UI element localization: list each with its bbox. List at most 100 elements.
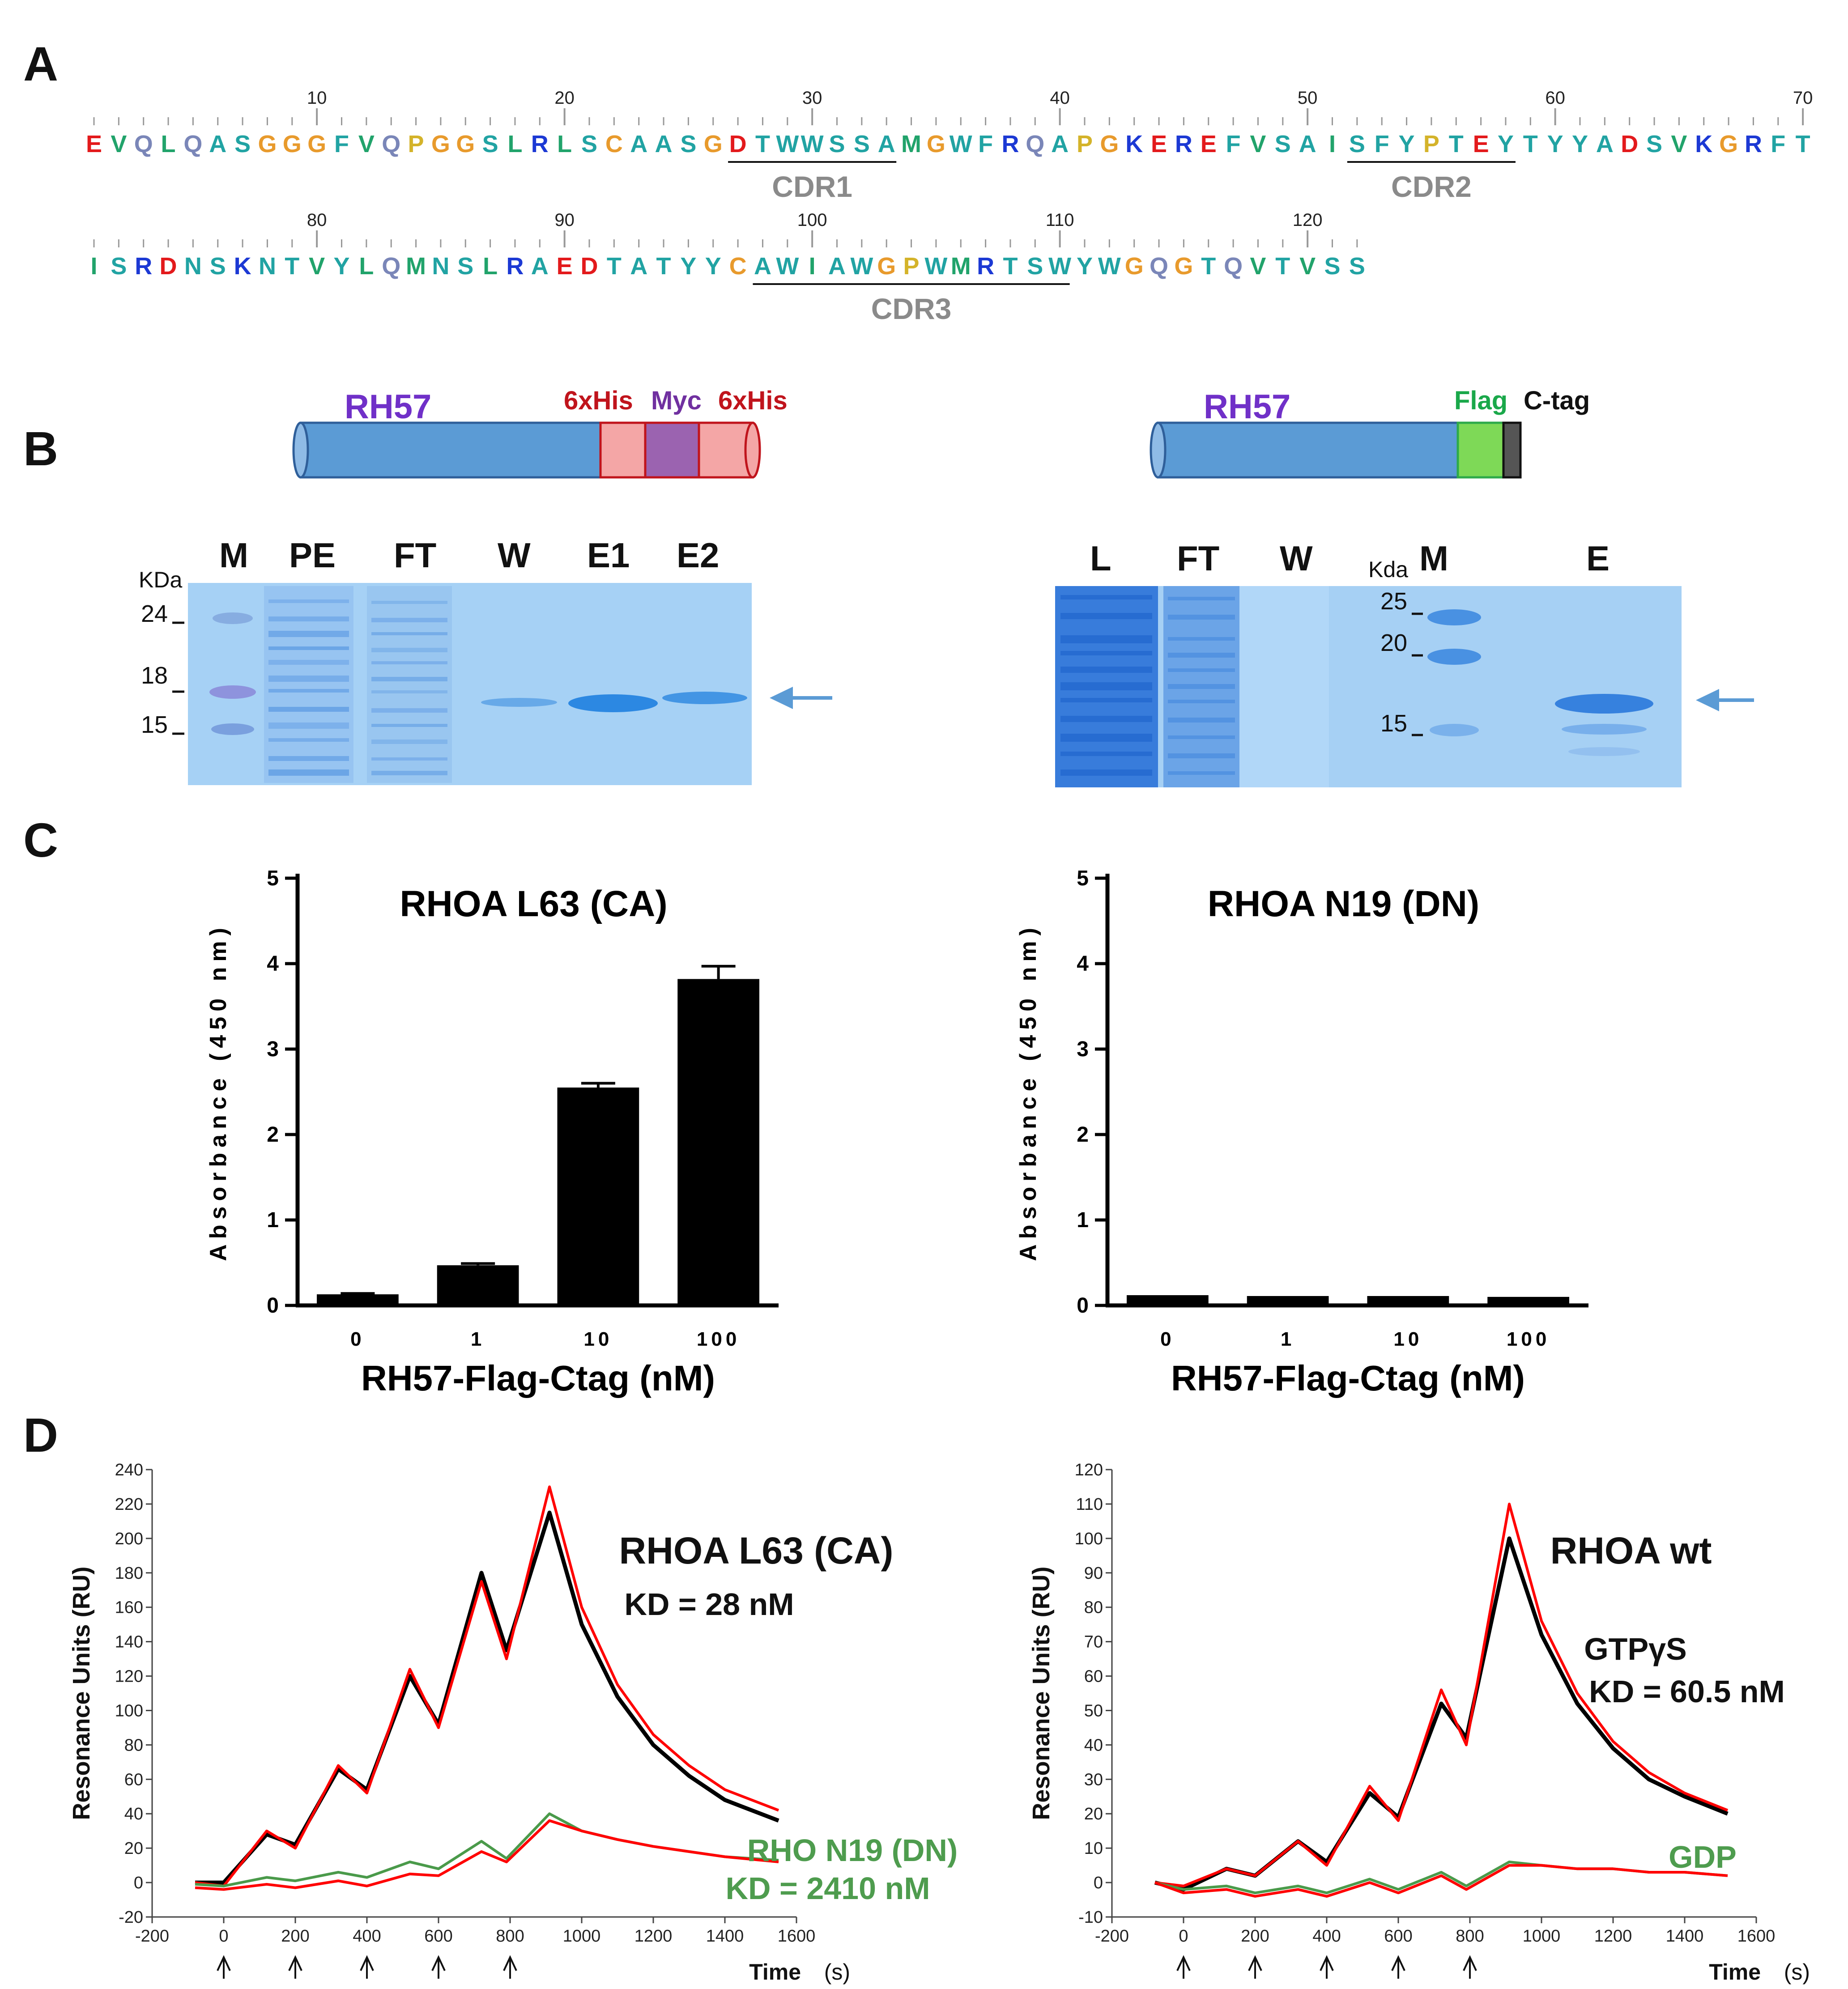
gel-band xyxy=(1060,716,1152,722)
gel-band xyxy=(371,661,447,664)
gel-band xyxy=(268,769,349,776)
gel-band xyxy=(1168,615,1235,620)
gel-band xyxy=(1430,724,1479,736)
series-line-1 xyxy=(1154,1502,1729,1887)
residue: M xyxy=(406,253,426,280)
gel-band xyxy=(1168,771,1235,775)
residue: S xyxy=(1275,131,1291,157)
residue: V xyxy=(111,131,127,157)
series-line-2 xyxy=(195,1812,779,1887)
residue: A xyxy=(828,253,846,280)
gel-band xyxy=(371,648,447,652)
x-axis-label: RH57-Flag-Ctag (nM) xyxy=(1171,1358,1525,1398)
gel-unit-label: Kda xyxy=(1368,557,1408,582)
residue: G xyxy=(456,131,475,157)
residue: N xyxy=(259,253,276,280)
ruler-label: 30 xyxy=(802,88,822,108)
residue: Q xyxy=(1026,131,1044,157)
residue: L xyxy=(483,253,498,280)
bar xyxy=(1487,1296,1569,1305)
residue: T xyxy=(607,253,622,280)
residue: R xyxy=(1745,131,1762,157)
residue: C xyxy=(605,131,623,157)
residue: P xyxy=(1077,131,1093,157)
residue: G xyxy=(1100,131,1119,157)
residue: S xyxy=(1646,131,1662,157)
x-tick-label: 10 xyxy=(1393,1328,1422,1350)
residue: E xyxy=(1473,131,1489,157)
x-tick-label: -200 xyxy=(135,1927,169,1946)
lane-label: M xyxy=(219,536,248,575)
residue: T xyxy=(1796,131,1810,157)
myc-tag xyxy=(644,421,700,479)
residue: A xyxy=(630,253,647,280)
construct-flag-ctag: RH57 Flag C-tag xyxy=(1150,386,1590,479)
lane-label: W xyxy=(1280,539,1313,578)
residue: S xyxy=(1324,253,1340,280)
residue: P xyxy=(903,253,920,280)
residue: T xyxy=(656,253,671,280)
y-tick-label: 240 xyxy=(115,1461,143,1479)
gel-band xyxy=(371,632,447,635)
residue: C xyxy=(729,253,747,280)
residue: Q xyxy=(134,131,153,157)
residue: F xyxy=(1226,131,1241,157)
residue: R xyxy=(531,131,549,157)
residue: F xyxy=(1375,131,1389,157)
residue: Q xyxy=(382,253,400,280)
x-tick-label: 800 xyxy=(496,1927,524,1946)
gel-band xyxy=(1562,724,1647,735)
residue: G xyxy=(307,131,326,157)
tag-label-myc: Myc xyxy=(651,386,702,415)
gel-unit-label: KDa xyxy=(139,567,182,592)
y-tick-label: 0 xyxy=(1077,1294,1089,1318)
x-tick-label: 400 xyxy=(353,1927,381,1946)
lane-label: M xyxy=(1419,539,1448,578)
residue: K xyxy=(1125,131,1143,157)
x-tick-label: 400 xyxy=(1312,1927,1341,1946)
x-tick-label: 1000 xyxy=(563,1927,601,1946)
residue: T xyxy=(755,131,770,157)
x-axis-unit: (s) xyxy=(824,1959,850,1985)
gel-band xyxy=(1168,668,1235,672)
rh57-domain xyxy=(299,421,602,479)
residue: T xyxy=(1201,253,1216,280)
gel-band xyxy=(1168,700,1235,703)
y-axis-label: Resonance Units (RU) xyxy=(1028,1566,1055,1820)
residue: A xyxy=(630,131,647,157)
series-line-1 xyxy=(195,1485,779,1887)
gel-band xyxy=(268,660,349,665)
residue: Q xyxy=(183,131,202,157)
residue: E xyxy=(1151,131,1167,157)
x-tick-label: 0 xyxy=(219,1927,228,1946)
y-tick-label: 180 xyxy=(115,1564,143,1583)
x-tick-label: 600 xyxy=(424,1927,452,1946)
residue: Y xyxy=(1077,253,1093,280)
rh57-domain xyxy=(1157,421,1459,479)
marker-label: 15 xyxy=(1380,710,1407,737)
residue: G xyxy=(1174,253,1193,280)
x-tick-label: 1 xyxy=(471,1328,485,1350)
gel-band xyxy=(268,689,349,693)
gel-band xyxy=(1168,653,1235,658)
bar xyxy=(1247,1296,1329,1305)
flag-tag xyxy=(1456,421,1505,479)
arrow-head-icon xyxy=(1696,689,1719,711)
lane-label: W xyxy=(498,536,531,575)
gel-band xyxy=(371,740,447,744)
x-tick-label: 100 xyxy=(697,1328,740,1350)
gel-band xyxy=(268,676,349,682)
residue: N xyxy=(432,253,449,280)
cdr-label: CDR3 xyxy=(871,292,952,325)
y-tick-label: 120 xyxy=(1075,1461,1103,1479)
residue: A xyxy=(1051,131,1069,157)
construct-protein-label: RH57 xyxy=(345,388,431,426)
gel-band xyxy=(1168,718,1235,722)
gel-band xyxy=(1060,595,1152,599)
gel-band xyxy=(481,698,557,707)
panel-label-b: B xyxy=(23,421,58,476)
residue: G xyxy=(704,131,723,157)
ruler-label: 40 xyxy=(1050,88,1070,108)
marker-label: 25 xyxy=(1380,588,1407,615)
